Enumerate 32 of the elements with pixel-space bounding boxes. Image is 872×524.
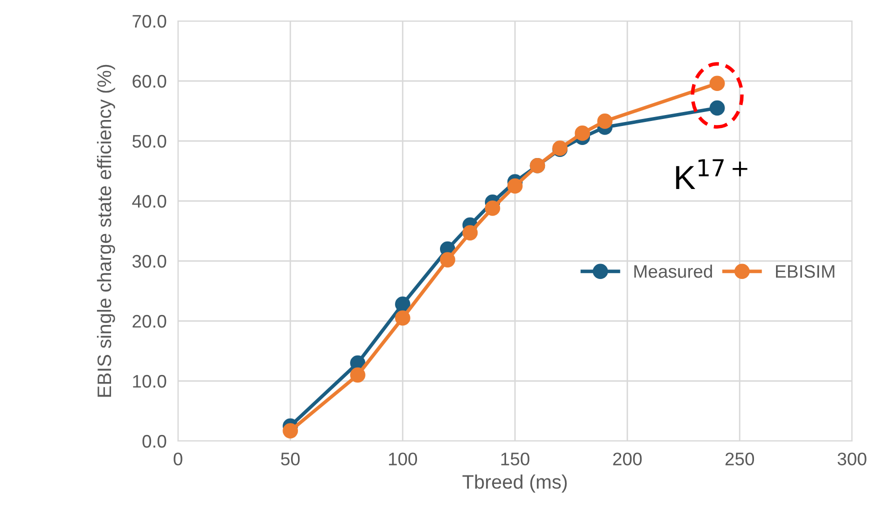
x-tick-label: 150: [501, 452, 530, 466]
y-tick-label: 40.0: [132, 194, 166, 208]
y-axis-title: EBIS single charge state efficiency (%): [96, 64, 116, 397]
y-tick-label: 70.0: [132, 14, 166, 28]
x-tick-label: 300: [838, 452, 866, 466]
x-tick-label: 0: [174, 452, 182, 466]
point: [710, 76, 725, 92]
x-tick-label: 50: [281, 452, 300, 466]
point: [395, 310, 410, 326]
y-tick-label: 10.0: [133, 374, 166, 388]
annotation: K$^{17+}$: [676, 159, 748, 190]
point: [462, 225, 478, 240]
y-tick-label: 30.0: [132, 254, 166, 268]
legend-label: Measured: [634, 264, 712, 278]
x-tick-label: 100: [388, 452, 418, 466]
point: [710, 100, 725, 116]
y-tick-label: 20.0: [132, 314, 166, 328]
x-axis-title: Tbreed (ms): [462, 474, 567, 493]
y-tick-label: 60.0: [132, 74, 166, 88]
y-tick-label: 0.0: [142, 434, 166, 448]
legend-label: EBISIM: [776, 265, 834, 278]
y-tick-label: 50.0: [132, 134, 166, 148]
point: [440, 252, 456, 268]
point: [350, 367, 366, 383]
point: [282, 423, 298, 438]
x-tick-label: 200: [613, 452, 642, 466]
point: [507, 178, 523, 194]
point: [574, 126, 590, 141]
x-tick-label: 250: [726, 452, 754, 466]
point: [597, 114, 613, 129]
point: [395, 296, 410, 312]
point: [484, 200, 500, 216]
